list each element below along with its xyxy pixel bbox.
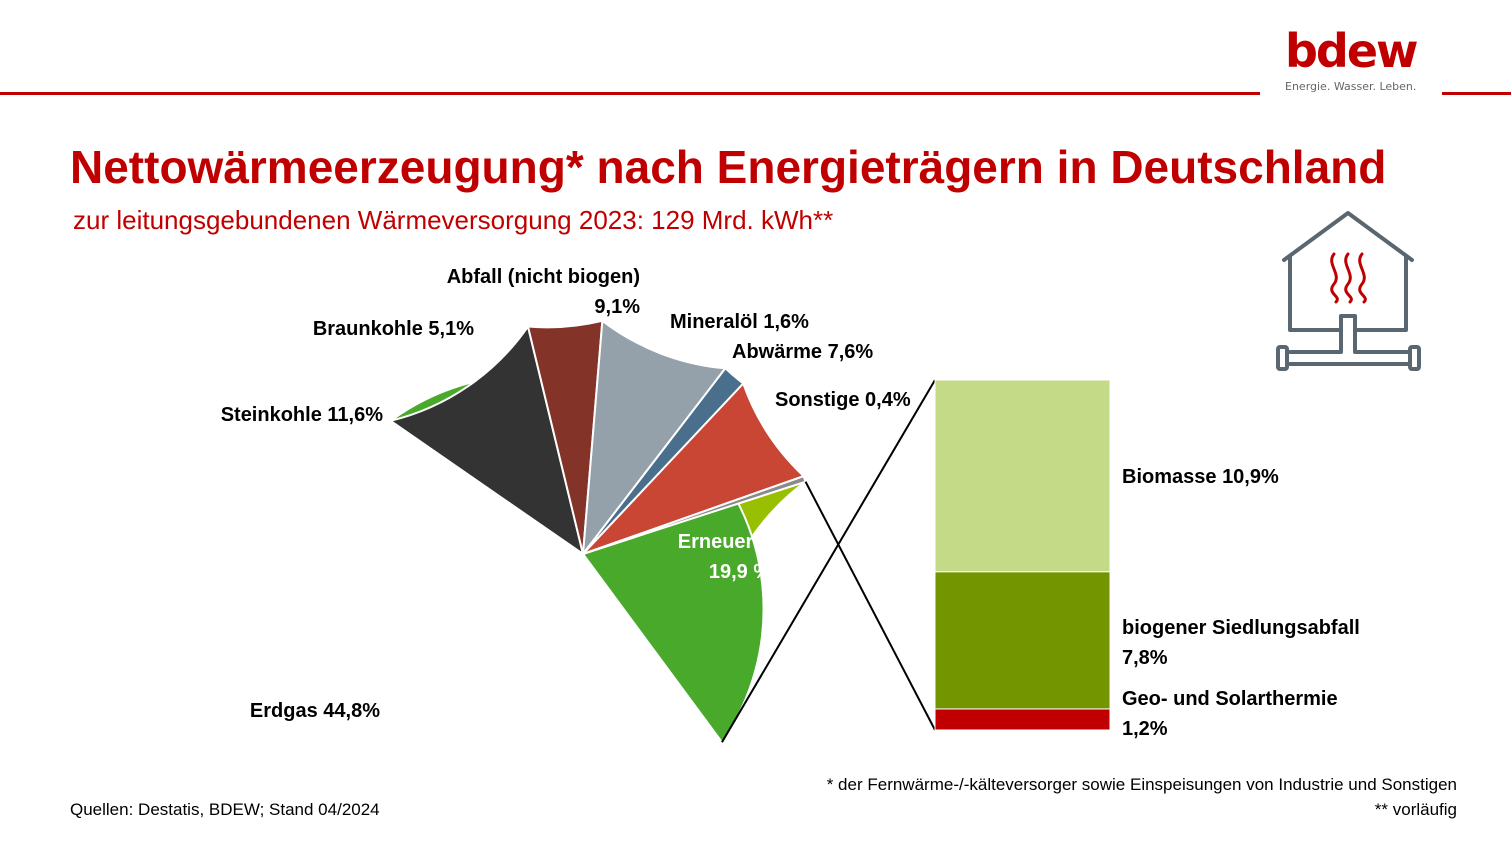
connector-line-bottom xyxy=(804,481,936,731)
pie-slice-abfall-nicht-biogen xyxy=(581,318,728,558)
label-siedlungsabfall-value: 7,8% xyxy=(1122,647,1168,669)
label-steinkohle: Steinkohle 11,6% xyxy=(221,404,384,426)
label-sonstige: Sonstige 0,4% xyxy=(775,389,911,411)
connector-line-top xyxy=(721,379,936,743)
label-braunkohle: Braunkohle 5,1% xyxy=(313,318,474,340)
bar-segment-biomasse xyxy=(934,379,1111,573)
stacked-bar-chart xyxy=(934,379,1111,731)
label-biomasse: Biomasse 10,9% xyxy=(1122,466,1279,488)
label-abfall-value: 9,1% xyxy=(594,296,640,318)
page-subtitle: zur leitungsgebundenen Wärmeversorgung 2… xyxy=(73,205,834,235)
label-erdgas: Erdgas 44,8% xyxy=(250,700,380,722)
footnote-definition: * der Fernwärme-/-kälteversorger sowie E… xyxy=(826,775,1457,794)
footnote-preliminary: ** vorläufig xyxy=(1374,800,1457,819)
label-abwaerme: Abwärme 7,6% xyxy=(732,341,873,363)
header-rule-left xyxy=(0,92,1260,95)
label-siedlungsabfall-name: biogener Siedlungsabfall xyxy=(1122,617,1360,639)
label-erneuerbare-name: Erneuerbare: xyxy=(678,531,803,553)
label-geo-solar-value: 1,2% xyxy=(1122,718,1168,740)
label-abfall-name: Abfall (nicht biogen) xyxy=(447,266,640,288)
footnote-sources: Quellen: Destatis, BDEW; Stand 04/2024 xyxy=(70,800,380,819)
header-rule-right xyxy=(1442,92,1511,95)
house-heating-icon xyxy=(1276,211,1421,371)
pie-slice-abwärme xyxy=(582,381,806,555)
label-mineraloel: Mineralöl 1,6% xyxy=(670,311,809,333)
label-geo-solar-name: Geo- und Solarthermie xyxy=(1122,688,1338,710)
label-erneuerbare-value: 19,9 % xyxy=(709,561,771,583)
bdew-logo: bdew Energie. Wasser. Leben. xyxy=(1285,26,1425,93)
pie-slice-steinkohle xyxy=(388,324,585,557)
logo-tagline: Energie. Wasser. Leben. xyxy=(1285,80,1417,93)
bar-segment-geo-und-solarthermie xyxy=(934,708,1111,731)
logo-wordmark: bdew xyxy=(1285,24,1419,78)
pie-slice-sonstige xyxy=(582,474,807,555)
pie-chart xyxy=(388,318,807,744)
bar-segment-biogener-siedlungsabfall xyxy=(934,571,1111,710)
page-title: Nettowärmeerzeugung* nach Energieträgern… xyxy=(70,141,1387,193)
pie-bar-connectors xyxy=(721,379,936,743)
